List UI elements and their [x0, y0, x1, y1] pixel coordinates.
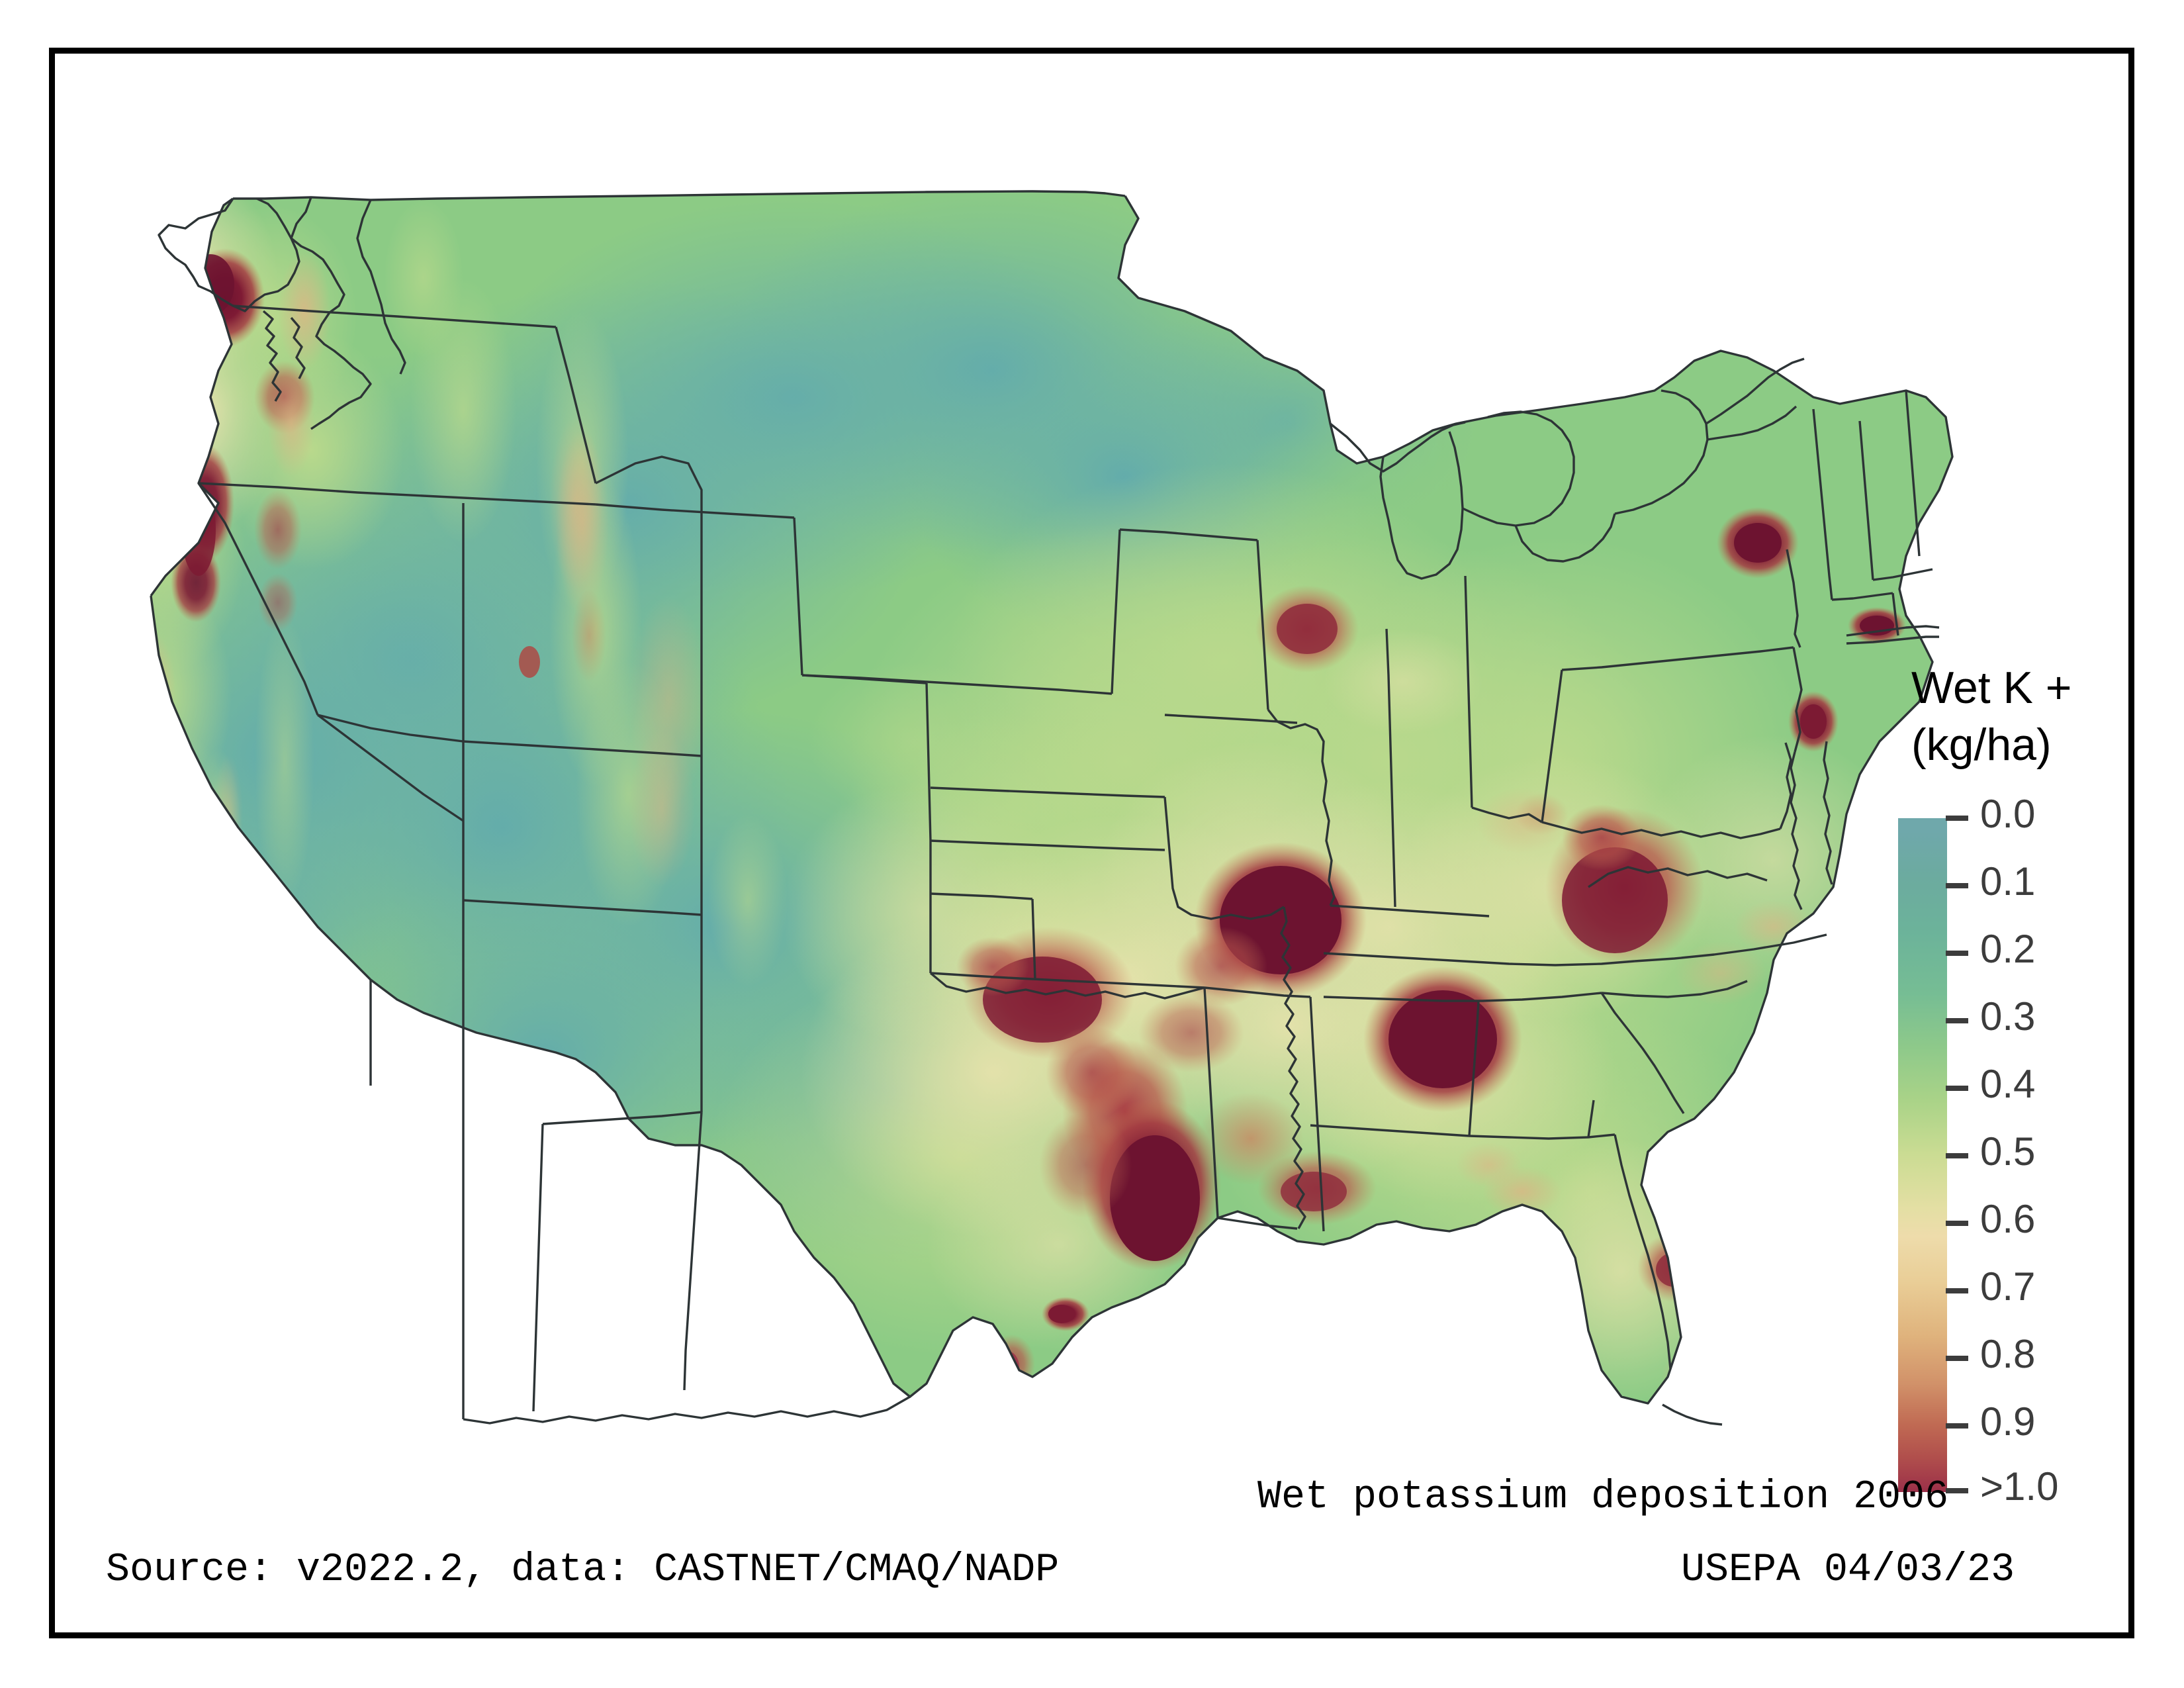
colorbar-label-3: 0.3 — [1980, 994, 2036, 1039]
colorbar-label-10: >1.0 — [1980, 1464, 2059, 1509]
colorbar-label-8: 0.8 — [1980, 1332, 2036, 1376]
colorbar-tick-5 — [1946, 1153, 1968, 1158]
state-boundaries — [150, 190, 1954, 1426]
colorbar-tick-8 — [1946, 1356, 1968, 1361]
colorbar-label-2: 0.2 — [1980, 927, 2036, 971]
deposition-raster — [151, 191, 1952, 1403]
figure-caption: Wet potassium deposition 2006 — [1257, 1475, 1949, 1520]
colorbar-label-7: 0.7 — [1980, 1264, 2036, 1309]
colorbar-tick-10 — [1946, 1488, 1968, 1493]
colorbar-title-line2: (kg/ha) — [1911, 720, 2052, 770]
colorbar-tick-9 — [1946, 1423, 1968, 1429]
colorbar-tick-1 — [1946, 883, 1968, 888]
colorbar-tick-3 — [1946, 1018, 1968, 1023]
colorbar-label-1: 0.1 — [1980, 859, 2036, 904]
colorbar-tick-4 — [1946, 1086, 1968, 1091]
colorbar-tick-2 — [1946, 951, 1968, 956]
colorbar-tick-0 — [1946, 816, 1968, 821]
colorbar-label-5: 0.5 — [1980, 1129, 2036, 1174]
colorbar-label-6: 0.6 — [1980, 1197, 2036, 1241]
colorbar-tick-7 — [1946, 1288, 1968, 1293]
colorbar-title-line1: Wet K + — [1911, 663, 2072, 713]
colorbar-tick-6 — [1946, 1221, 1968, 1226]
source-note: Source: v2022.2, data: CASTNET/CMAQ/NADP — [106, 1548, 1060, 1593]
agency-date-note: USEPA 04/03/23 — [1681, 1548, 2015, 1593]
colorbar-label-0: 0.0 — [1980, 792, 2036, 836]
colorbar[interactable] — [1898, 818, 1947, 1492]
colorbar-label-4: 0.4 — [1980, 1062, 2036, 1106]
colorbar-label-9: 0.9 — [1980, 1399, 2036, 1444]
